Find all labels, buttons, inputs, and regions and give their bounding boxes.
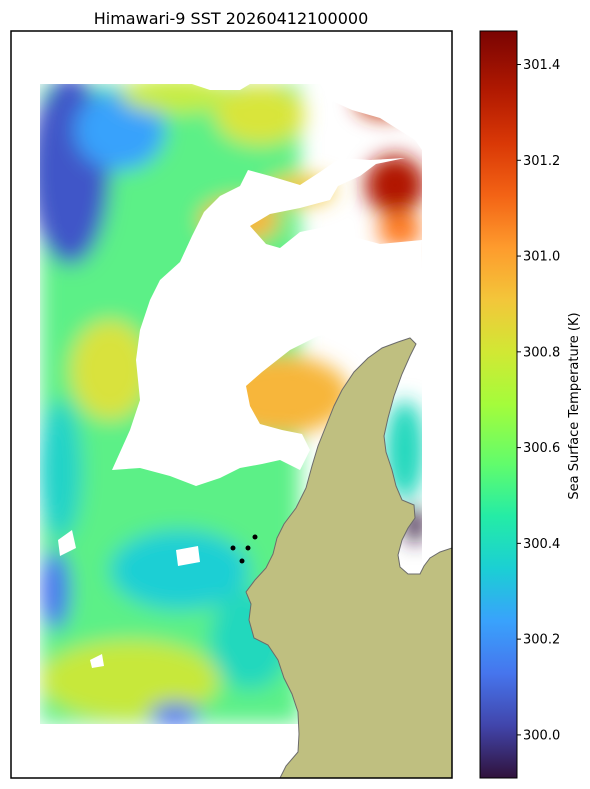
sst-patch: [150, 703, 200, 727]
sst-patch: [40, 550, 70, 630]
sst-patch: [215, 85, 305, 145]
colorbar-tick-label: 300.0: [523, 728, 560, 743]
sst-patch: [365, 155, 425, 215]
observation-markers: [230, 534, 258, 564]
missing-data-region: [112, 84, 422, 486]
sst-patch: [110, 530, 250, 610]
colorbar-ticks: 300.0 300.2 300.4 300.6 300.8 301.0 301.2 301.4: [517, 58, 560, 743]
no-data-left: [11, 31, 40, 778]
missing-data-region: [90, 654, 104, 668]
map-frame: [10, 30, 453, 779]
sst-patch: [385, 400, 425, 500]
colorbar-tick-label: 300.6: [523, 441, 560, 456]
sst-patch: [378, 212, 422, 248]
sst-patch: [40, 640, 220, 720]
colorbar-label: Sea Surface Temperature (K): [567, 312, 582, 499]
sst-patch: [75, 90, 165, 170]
sst-patch: [38, 400, 82, 540]
colorbar-tick-label: 300.8: [523, 345, 560, 360]
colorbar-tick-label: 300.2: [523, 633, 560, 648]
missing-data-region: [58, 530, 76, 556]
chart-title: Himawari-9 SST 20260412100000: [94, 9, 369, 28]
colorbar: 300.0 300.2 300.4 300.6 300.8 301.0 301.2 301.4…: [479, 30, 582, 779]
missing-data-region: [176, 546, 200, 566]
colorbar-tick-label: 301.0: [523, 250, 560, 265]
colorbar-tick-label: 300.4: [523, 537, 560, 552]
map-area: [11, 31, 452, 778]
sst-patch: [70, 320, 150, 420]
colorbar-tick-label: 301.4: [523, 58, 560, 73]
colorbar-tick-label: 301.2: [523, 154, 560, 169]
observation-marker: [230, 545, 236, 551]
observation-marker: [252, 534, 258, 540]
colorbar-gradient: [479, 30, 518, 779]
land-mass: [245, 337, 452, 778]
observation-marker: [239, 558, 245, 564]
observation-marker: [245, 545, 251, 551]
missing-data-regions: [58, 40, 422, 668]
missing-data-region: [192, 40, 250, 90]
